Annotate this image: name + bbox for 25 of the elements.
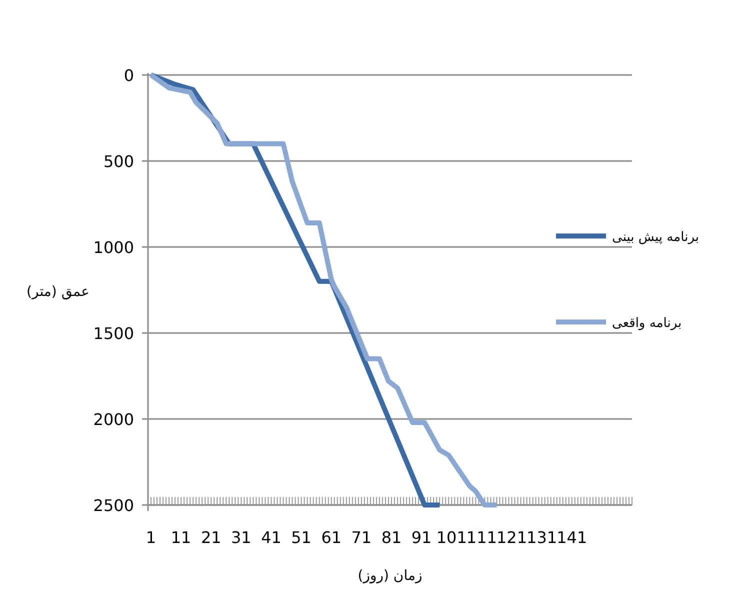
y-tick-label: 2000	[93, 410, 134, 429]
x-tick-label: 111	[466, 528, 497, 547]
x-tick-label: 71	[351, 528, 372, 547]
y-tick-label: 2500	[93, 496, 134, 515]
x-tick-label: 11	[170, 528, 192, 547]
x-tick-label: 41	[261, 528, 282, 547]
x-tick-label: 131	[526, 528, 558, 547]
y-tick-label: 1000	[93, 238, 134, 257]
legend-label: برنامه پیش بینی	[612, 230, 699, 245]
x-tick-label: 61	[321, 528, 342, 547]
y-tick-label: 500	[103, 152, 134, 171]
x-tick-label: 101	[436, 528, 467, 547]
x-axis-title: زمان (روز)	[358, 568, 422, 584]
legend-label: برنامه واقعی	[612, 316, 682, 331]
x-tick-label: 51	[291, 528, 312, 547]
x-tick-label: 21	[200, 528, 222, 547]
y-axis-title: عمق (متر)	[26, 284, 90, 300]
x-tick-label: 121	[496, 528, 528, 547]
x-tick-label: 1	[146, 528, 156, 547]
x-tick-label: 31	[231, 528, 252, 547]
y-tick-label: 0	[124, 66, 134, 85]
y-tick-label: 1500	[93, 324, 134, 343]
x-tick-label: 91	[411, 528, 432, 547]
x-tick-label: 141	[556, 528, 588, 547]
x-tick-label: 81	[381, 528, 402, 547]
